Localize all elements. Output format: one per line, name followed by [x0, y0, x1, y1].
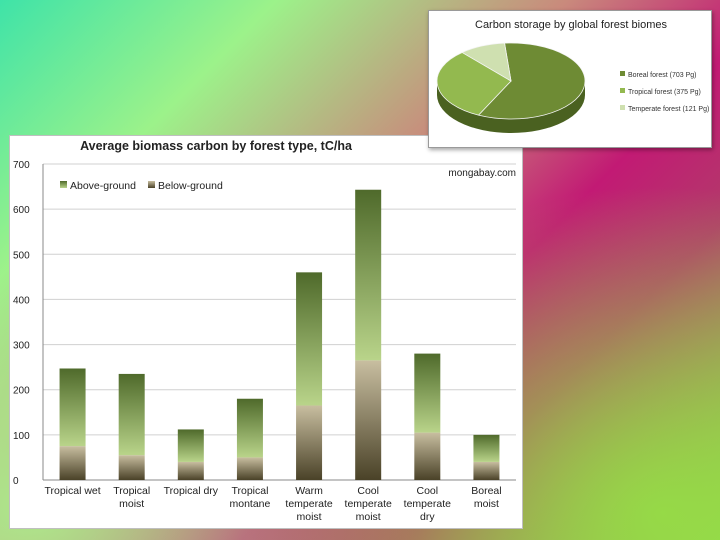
bar-below-ground: [473, 461, 500, 480]
gridlines: [42, 163, 516, 481]
y-tick-label: 700: [13, 160, 30, 171]
pie-legend-swatch: [620, 105, 625, 110]
bar-chart-title: Average biomass carbon by forest type, t…: [80, 139, 353, 153]
pie-legend-label: Temperate forest (121 Pg): [628, 106, 709, 113]
bar-above-ground: [236, 398, 263, 458]
x-tick-label: moist: [297, 511, 322, 523]
x-tick-label: Tropical dry: [164, 485, 219, 497]
y-tick-label: 600: [13, 205, 30, 216]
bar-below-ground: [118, 455, 145, 480]
x-tick-label: temperate: [345, 498, 392, 510]
x-tick-label: Cool: [357, 485, 379, 497]
bar-chart: Average biomass carbon by forest type, t…: [13, 139, 516, 523]
legend-label: Below-ground: [158, 180, 223, 192]
pie-legend-swatch: [620, 71, 625, 76]
x-tick-label: temperate: [285, 498, 332, 510]
y-tick-label: 0: [13, 476, 19, 487]
bar-above-ground: [296, 272, 323, 406]
bar-above-ground: [355, 189, 382, 361]
y-tick-label: 500: [13, 250, 30, 261]
x-tick-label: temperate: [404, 498, 451, 510]
y-tick-label: 400: [13, 295, 30, 306]
legend-label: Above-ground: [70, 180, 136, 192]
x-tick-label: Tropical wet: [44, 485, 100, 497]
x-tick-label: moist: [474, 498, 499, 510]
bar-below-ground: [177, 461, 204, 480]
x-tick-label: Warm: [295, 485, 323, 497]
pie-chart-title: Carbon storage by global forest biomes: [475, 19, 667, 31]
source-label: mongabay.com: [448, 168, 516, 179]
bars: [59, 189, 500, 480]
x-tick-label: Tropical: [113, 485, 150, 497]
pie-slice: [461, 42, 512, 82]
pie-depth: [437, 81, 585, 133]
x-tick-label: Cool: [417, 485, 439, 497]
x-tick-label: moist: [356, 511, 381, 523]
x-tick-label: montane: [230, 498, 271, 510]
bar-below-ground: [296, 405, 323, 480]
y-tick-label: 100: [13, 431, 30, 442]
pie-slice: [436, 52, 512, 116]
x-tick-label: moist: [119, 498, 144, 510]
bar-above-ground: [414, 353, 441, 433]
pie-legend-label: Boreal forest (703 Pg): [628, 72, 696, 79]
y-tick-label: 200: [13, 386, 30, 397]
legend: Above-ground Below-ground: [60, 180, 223, 192]
legend-swatch: [148, 181, 155, 188]
legend-swatch: [60, 181, 67, 188]
pie-legend-swatch: [620, 88, 625, 93]
pie-legend-label: Tropical forest (375 Pg): [628, 89, 701, 96]
bar-above-ground: [59, 368, 86, 447]
y-axis-ticks: 0 100 200 300 400 500 600 700: [13, 160, 30, 487]
bar-above-ground: [118, 373, 145, 456]
bar-above-ground: [177, 429, 204, 462]
bar-below-ground: [355, 360, 382, 480]
x-tick-label: Boreal: [471, 485, 501, 497]
pie-chart: Carbon storage by global forest biomes B…: [436, 19, 709, 133]
bar-below-ground: [414, 432, 441, 480]
x-tick-label: dry: [420, 511, 435, 523]
bar-below-ground: [59, 446, 86, 480]
pie-slice: [477, 42, 586, 120]
pie-slices: [436, 42, 586, 133]
pie-legend: Boreal forest (703 Pg) Tropical forest (3…: [620, 71, 709, 113]
bar-chart-panel: Average biomass carbon by forest type, t…: [10, 136, 522, 528]
pie-chart-panel: Carbon storage by global forest biomes B…: [428, 10, 712, 148]
bar-below-ground: [236, 457, 263, 480]
bar-above-ground: [473, 434, 500, 462]
y-tick-label: 300: [13, 341, 30, 352]
x-tick-label: Tropical: [231, 485, 268, 497]
